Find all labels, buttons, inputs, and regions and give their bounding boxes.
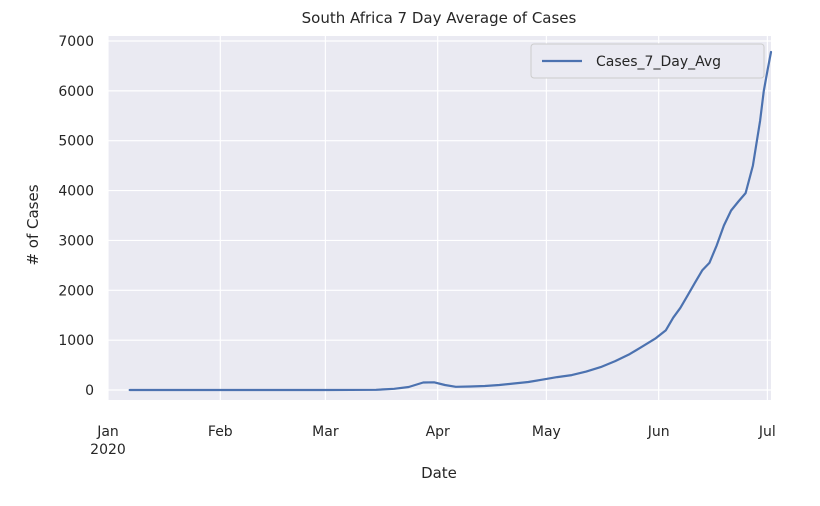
x-tick-sublabel: 2020 (90, 442, 126, 458)
y-tick-label: 7000 (58, 34, 94, 50)
plot-area (108, 36, 771, 400)
y-tick-label: 3000 (58, 233, 94, 249)
x-tick-label: Jul (758, 424, 776, 440)
y-tick-label: 0 (85, 383, 94, 399)
x-axis-ticks: Jan 2020 Feb Mar Apr May Jun Jul (90, 424, 776, 458)
y-tick-label: 4000 (58, 184, 94, 200)
series-line-cases-7-day-avg (128, 50, 773, 392)
x-tick-label: Apr (426, 424, 450, 440)
y-axis-title: # of Cases (24, 184, 42, 265)
legend-box (530, 43, 765, 79)
y-tick-label: 1000 (58, 333, 94, 349)
y-tick-label: 6000 (58, 84, 94, 100)
x-axis-title: Date (421, 464, 457, 482)
x-tick-label: Jun (647, 424, 670, 440)
y-tick-label: 2000 (58, 283, 94, 299)
y-tick-label: 5000 (58, 134, 94, 150)
x-tick-label: May (532, 424, 561, 440)
x-tick-label: Feb (208, 424, 233, 440)
x-tick-label: Mar (312, 424, 339, 440)
grid-lines (107, 36, 771, 400)
y-axis-ticks: 0 1000 2000 3000 4000 5000 6000 7000 (58, 34, 94, 399)
x-tick-label: Jan (96, 424, 119, 440)
chart-title: South Africa 7 Day Average of Cases (302, 9, 577, 27)
legend: Cases_7_Day_Avg (530, 43, 765, 79)
legend-label: Cases_7_Day_Avg (596, 54, 721, 70)
